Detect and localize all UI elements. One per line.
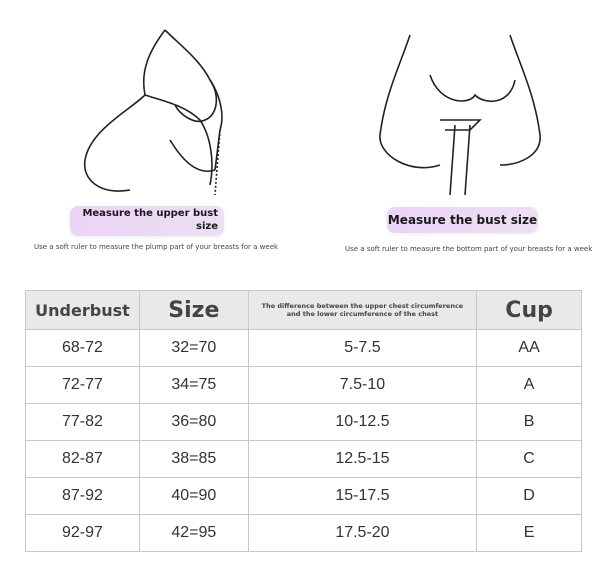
bust-illustration [379, 34, 541, 196]
cell: D [476, 477, 582, 515]
cell: 87-92 [25, 477, 140, 515]
header-size: Size [138, 290, 249, 330]
cell: 32=70 [138, 329, 249, 367]
upper-bust-illustration [83, 29, 223, 196]
table-row: 72-77 34=75 7.5-10 A [25, 366, 582, 404]
cell: 10-12.5 [247, 403, 478, 441]
cell: 12.5-15 [247, 440, 478, 478]
header-cup: Cup [476, 290, 582, 330]
cell: AA [476, 329, 582, 367]
bust-label: Measure the bust size [387, 207, 538, 233]
table-row: 87-92 40=90 15-17.5 D [25, 477, 582, 515]
table-row: 92-97 42=95 17.5-20 E [25, 514, 582, 552]
cell: 82-87 [25, 440, 140, 478]
bust-note: Use a soft ruler to measure the bottom p… [345, 245, 593, 253]
cell: 7.5-10 [247, 366, 478, 404]
cell: 42=95 [138, 514, 249, 552]
table-header-row: Underbust Size The difference between th… [25, 290, 582, 330]
cell: 17.5-20 [247, 514, 478, 552]
upper-bust-label: Measure the upper bust size [70, 206, 224, 236]
cell: 15-17.5 [247, 477, 478, 515]
header-underbust: Underbust [25, 290, 140, 330]
cell: 92-97 [25, 514, 140, 552]
cell: 40=90 [138, 477, 249, 515]
cell: C [476, 440, 582, 478]
cell: 5-7.5 [247, 329, 478, 367]
cell: 38=85 [138, 440, 249, 478]
upper-bust-note: Use a soft ruler to measure the plump pa… [34, 243, 279, 251]
table-row: 68-72 32=70 5-7.5 AA [25, 329, 582, 367]
cell: 72-77 [25, 366, 140, 404]
cell: 36=80 [138, 403, 249, 441]
table-row: 82-87 38=85 12.5-15 C [25, 440, 582, 478]
cell: A [476, 366, 582, 404]
cell: 34=75 [138, 366, 249, 404]
cell: 77-82 [25, 403, 140, 441]
cell: 68-72 [25, 329, 140, 367]
size-chart-table: Underbust Size The difference between th… [25, 290, 582, 552]
cell: B [476, 403, 582, 441]
table-row: 77-82 36=80 10-12.5 B [25, 403, 582, 441]
header-difference: The difference between the upper chest c… [247, 290, 478, 330]
cell: E [476, 514, 582, 552]
